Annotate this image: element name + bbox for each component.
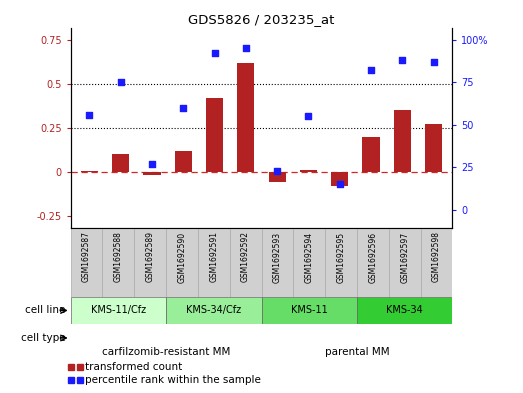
- Point: [398, 57, 406, 63]
- Bar: [166, 297, 262, 324]
- Text: GSM1692589: GSM1692589: [145, 231, 155, 283]
- Text: GSM1692587: GSM1692587: [82, 231, 91, 283]
- Bar: [268, 172, 286, 182]
- Text: carfilzomib-resistant MM: carfilzomib-resistant MM: [102, 347, 230, 357]
- Bar: [325, 228, 357, 297]
- Bar: [389, 228, 420, 297]
- Point: [179, 105, 187, 111]
- Bar: [175, 151, 192, 172]
- Text: GSM1692595: GSM1692595: [336, 231, 346, 283]
- Bar: [293, 228, 325, 297]
- Text: GSM1692594: GSM1692594: [305, 231, 314, 283]
- Text: GSM1692598: GSM1692598: [432, 231, 441, 283]
- Bar: [362, 136, 380, 172]
- Text: transformed count: transformed count: [85, 362, 183, 373]
- Bar: [198, 228, 230, 297]
- Point: [336, 181, 344, 187]
- Text: KMS-34/Cfz: KMS-34/Cfz: [186, 305, 241, 316]
- Point: [148, 161, 156, 167]
- Bar: [134, 228, 166, 297]
- Point: [210, 50, 219, 57]
- Text: cell line: cell line: [25, 305, 65, 316]
- Bar: [81, 171, 98, 172]
- Bar: [331, 172, 348, 186]
- Text: cell type: cell type: [21, 333, 65, 343]
- Text: KMS-11/Cfz: KMS-11/Cfz: [91, 305, 146, 316]
- Bar: [143, 172, 161, 175]
- Bar: [394, 110, 411, 172]
- Text: KMS-34: KMS-34: [386, 305, 423, 316]
- Text: parental MM: parental MM: [325, 347, 389, 357]
- Bar: [112, 154, 129, 172]
- Text: GSM1692588: GSM1692588: [114, 231, 123, 282]
- Point: [429, 59, 438, 65]
- Bar: [420, 228, 452, 297]
- Bar: [262, 297, 357, 324]
- Text: GSM1692597: GSM1692597: [400, 231, 409, 283]
- Bar: [357, 297, 452, 324]
- Point: [85, 112, 94, 118]
- Text: GSM1692596: GSM1692596: [368, 231, 378, 283]
- Bar: [300, 170, 317, 172]
- Bar: [262, 228, 293, 297]
- Text: KMS-11: KMS-11: [291, 305, 327, 316]
- Text: percentile rank within the sample: percentile rank within the sample: [85, 375, 261, 385]
- Text: GSM1692593: GSM1692593: [273, 231, 282, 283]
- Point: [117, 79, 125, 86]
- Point: [242, 45, 250, 51]
- Bar: [425, 124, 442, 172]
- Bar: [237, 62, 255, 172]
- Title: GDS5826 / 203235_at: GDS5826 / 203235_at: [188, 13, 335, 26]
- Bar: [166, 228, 198, 297]
- Text: GSM1692591: GSM1692591: [209, 231, 218, 283]
- Bar: [71, 228, 103, 297]
- Bar: [103, 228, 134, 297]
- Bar: [206, 98, 223, 172]
- Point: [367, 67, 375, 73]
- Bar: [71, 297, 166, 324]
- Point: [304, 113, 313, 119]
- Bar: [357, 228, 389, 297]
- Point: [273, 167, 281, 174]
- Text: GSM1692590: GSM1692590: [177, 231, 187, 283]
- Bar: [230, 228, 262, 297]
- Text: GSM1692592: GSM1692592: [241, 231, 250, 283]
